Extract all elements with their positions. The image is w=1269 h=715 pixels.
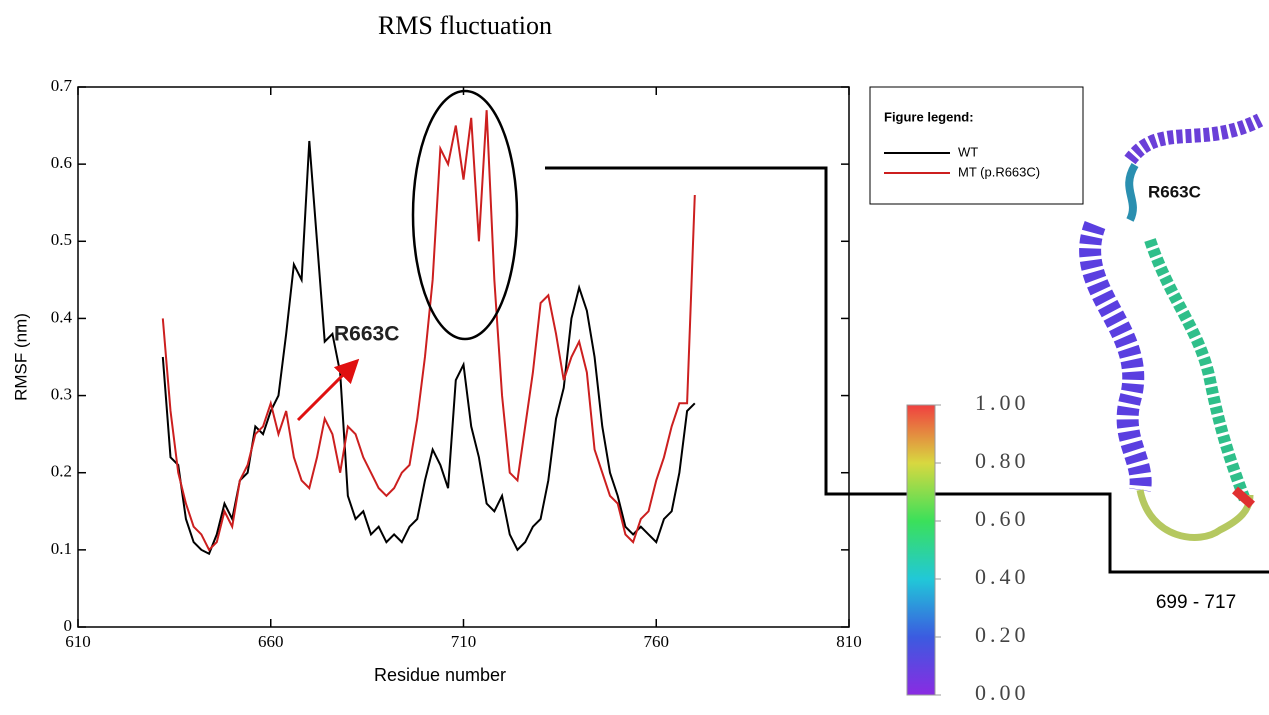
y-tick-label: 0.7 bbox=[51, 76, 73, 95]
annotation: R663C bbox=[334, 323, 399, 346]
y-axis-label: RMSF (nm) bbox=[11, 313, 30, 401]
series-line bbox=[161, 140, 696, 556]
colorbar-tick-label: 0.40 bbox=[975, 564, 1030, 589]
colorbar-tick-label: 0.00 bbox=[975, 680, 1030, 705]
y-tick-label: 0.5 bbox=[51, 230, 72, 249]
colorbar-tick-label: 1.00 bbox=[975, 390, 1030, 415]
y-tick-label: 0.6 bbox=[51, 153, 72, 172]
helix bbox=[1079, 221, 1152, 492]
colorbar-ticks: 1.00 0.80 0.60 0.40 0.20 0.00 bbox=[935, 390, 1030, 705]
helix bbox=[1124, 113, 1264, 165]
helix bbox=[1144, 238, 1251, 503]
colorbar-tick-label: 0.20 bbox=[975, 622, 1030, 647]
x-tick-label: 710 bbox=[451, 632, 477, 651]
x-tick-label: 760 bbox=[644, 632, 670, 651]
annotation: R663C bbox=[1148, 182, 1201, 201]
y-tick-label: 0.2 bbox=[51, 462, 72, 481]
x-tick-label: 660 bbox=[258, 632, 284, 651]
colorbar-tick-label: 0.60 bbox=[975, 506, 1030, 531]
legend-items: WT MT (p.R663C) bbox=[884, 144, 1040, 179]
legend: Figure legend: WT MT (p.R663C) bbox=[869, 86, 1084, 205]
y-tick-label: 0.1 bbox=[51, 539, 72, 558]
loop bbox=[1136, 489, 1254, 541]
colorbar bbox=[906, 404, 936, 696]
y-tick-label: 0.4 bbox=[51, 307, 73, 326]
highlight-ellipse bbox=[411, 89, 519, 341]
x-axis-label: Residue number bbox=[374, 665, 506, 685]
plot-area: 610 660 710 760 810 0 0.1 0.2 0.3 0.4 0.5 0.6 0.7 bbox=[51, 76, 862, 651]
legend-title: Figure legend: bbox=[884, 109, 974, 124]
loop bbox=[1232, 486, 1255, 509]
y-tick-label: 0 bbox=[64, 616, 73, 635]
colorbar-tick-label: 0.80 bbox=[975, 448, 1030, 473]
y-tick-label: 0.3 bbox=[51, 384, 72, 403]
x-tick-label: 810 bbox=[836, 632, 862, 651]
series-line bbox=[161, 110, 696, 552]
connector bbox=[545, 166, 1269, 574]
x-tick-label: 610 bbox=[65, 632, 91, 651]
arrow bbox=[296, 358, 360, 422]
loop bbox=[1125, 162, 1139, 222]
annotation: 699 - 717 bbox=[1156, 592, 1236, 613]
legend-box bbox=[869, 86, 1084, 205]
protein-structure bbox=[1079, 113, 1264, 541]
legend-label: WT bbox=[958, 144, 978, 159]
chart-title: RMS fluctuation bbox=[378, 11, 552, 40]
legend-label: MT (p.R663C) bbox=[958, 164, 1040, 179]
